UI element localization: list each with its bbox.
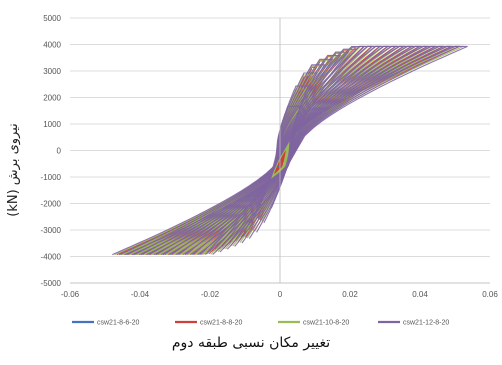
hysteresis-chart: -5000 -4000 -3000 -2000 -1000 0 1000 2000 3000 40… <box>6 14 499 327</box>
x-tick-label: -0.06 <box>61 290 80 299</box>
y-tick-label: -2000 <box>41 200 62 209</box>
y-tick-label: -1000 <box>41 173 62 182</box>
y-tick-label: -3000 <box>41 226 62 235</box>
hysteresis-loop <box>141 45 437 256</box>
y-tick-label: 5000 <box>43 14 61 23</box>
legend: csw21-8-6-20 csw21-8-8-20 csw21-10-8-20 csw… <box>72 320 449 327</box>
legend-label: csw21-10-8-20 <box>303 320 349 327</box>
x-tick-label: 0 <box>278 290 283 299</box>
y-tick-label: -4000 <box>41 253 62 262</box>
legend-label: csw21-8-8-20 <box>200 320 243 327</box>
x-tick-label: -0.04 <box>131 290 150 299</box>
x-tick-label: -0.02 <box>201 290 220 299</box>
y-tick-label: 4000 <box>43 41 61 50</box>
x-tick-labels: -0.06 -0.04 -0.02 0 0.02 0.04 0.06 <box>61 290 498 299</box>
hysteresis-curves <box>112 45 468 256</box>
legend-label: csw21-8-6-20 <box>97 320 140 327</box>
legend-label: csw21-12-8-20 <box>403 320 449 327</box>
x-tick-label: 0.06 <box>482 290 498 299</box>
axes <box>70 18 490 284</box>
hysteresis-loop <box>126 45 452 256</box>
x-tick-label: 0.04 <box>412 290 428 299</box>
y-tick-label: 0 <box>57 147 62 156</box>
x-axis-label: تغییر مکان نسبی طبقه دوم <box>171 335 331 351</box>
hysteresis-loop <box>148 45 430 256</box>
y-tick-label: 3000 <box>43 67 61 76</box>
y-tick-label: 1000 <box>43 120 61 129</box>
hysteresis-loop <box>112 45 468 256</box>
x-tick-label: 0.02 <box>342 290 358 299</box>
hysteresis-loop <box>119 45 460 256</box>
y-tick-label: 2000 <box>43 94 61 103</box>
y-axis-label: نیروی برش (kN) <box>6 123 21 217</box>
y-tick-label: -5000 <box>41 279 62 288</box>
y-tick-labels: -5000 -4000 -3000 -2000 -1000 0 1000 2000 3000 40… <box>41 14 62 288</box>
hysteresis-loop <box>133 45 444 256</box>
series-csw21-12-8-20 <box>112 45 468 256</box>
